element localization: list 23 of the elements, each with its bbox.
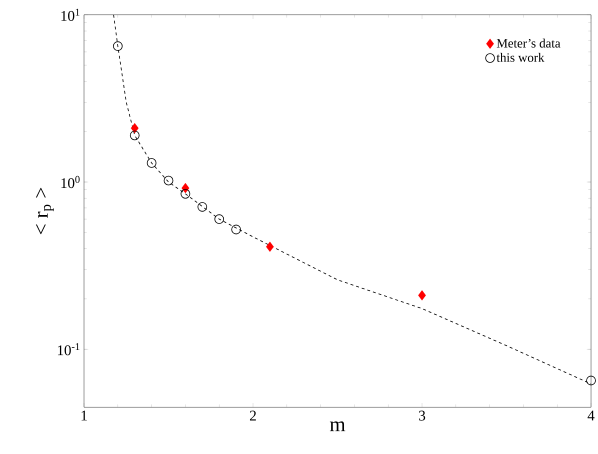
point — [214, 214, 224, 224]
y-tick-label: 10$^{1}$ — [61, 8, 80, 22]
point — [418, 290, 426, 301]
y-tick-label: 10$^{-1}$ — [58, 343, 80, 356]
point — [197, 202, 208, 212]
point — [266, 242, 274, 252]
x-tick-label: 1 — [82, 410, 87, 421]
y-axis-title: < r$_{p}$ > — [36, 188, 54, 234]
x-tick-label: 2 — [250, 410, 256, 421]
point — [130, 130, 140, 140]
legend-label: Meter’s data — [496, 38, 560, 48]
y-tick-label: 10$^{0}$ — [61, 176, 80, 188]
point — [180, 189, 190, 199]
x-axis-title: m — [330, 422, 346, 432]
x-tick-label: 4 — [588, 410, 594, 421]
point — [112, 41, 123, 52]
point — [130, 123, 139, 134]
point — [586, 376, 596, 386]
x-tick-label: 3 — [419, 410, 426, 421]
point — [146, 158, 156, 168]
point — [164, 176, 174, 186]
legend-label: this work — [496, 53, 544, 62]
point — [231, 224, 241, 234]
